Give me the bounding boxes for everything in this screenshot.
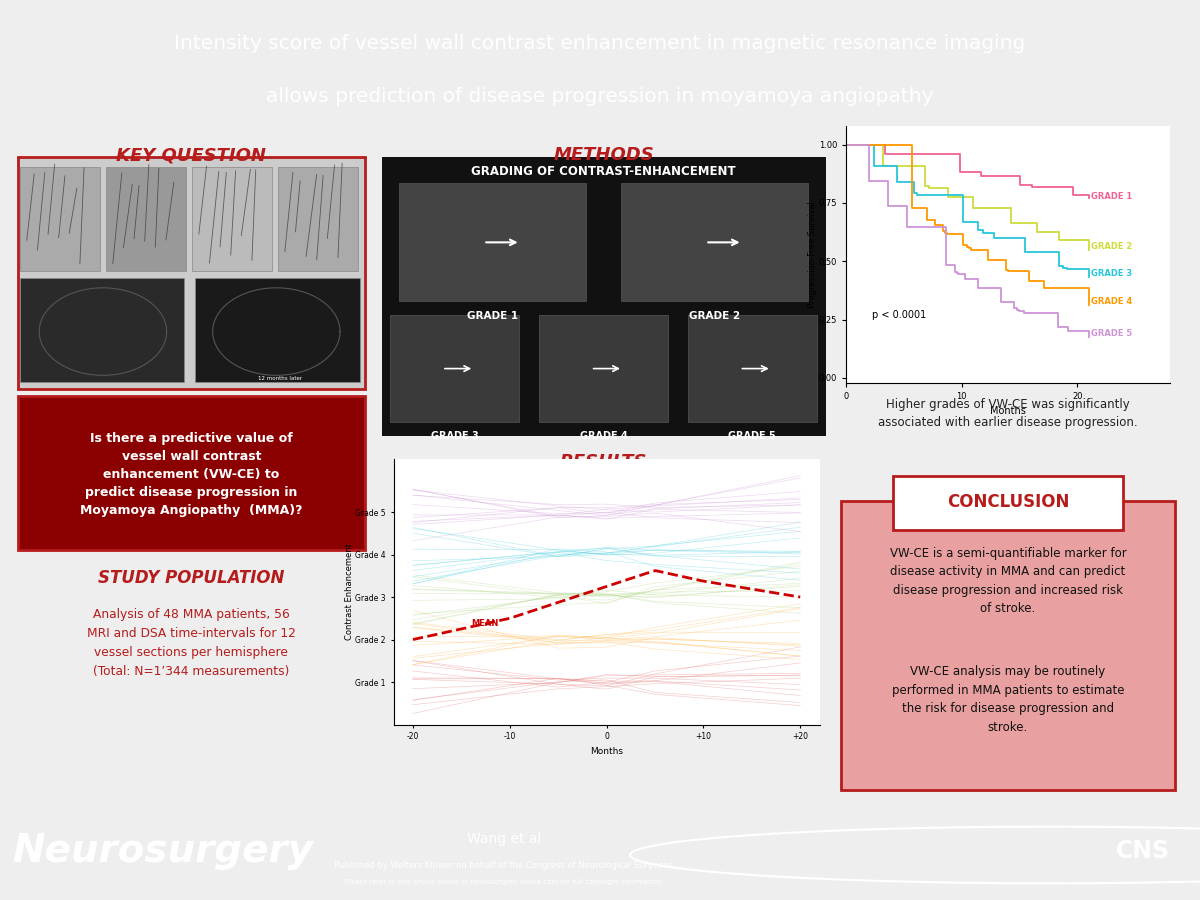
Text: Published by Wolters Kluwer on behalf of the Congress of Neurological Surgeons: Published by Wolters Kluwer on behalf of… xyxy=(335,861,673,870)
Bar xyxy=(106,166,186,271)
Bar xyxy=(19,166,101,271)
Text: p < 0.0001: p < 0.0001 xyxy=(872,310,926,320)
Text: KEY QUESTION: KEY QUESTION xyxy=(116,147,266,165)
Text: The measured intensity of VW-CE shows time-
dependent, dynamic behavior.: The measured intensity of VW-CE shows ti… xyxy=(467,687,740,718)
Text: Analysis of 48 MMA patients, 56
MRI and DSA time-intervals for 12
vessel section: Analysis of 48 MMA patients, 56 MRI and … xyxy=(86,608,296,678)
Text: VW-CE is a semi-quantifiable marker for
disease activity in MMA and can predict
: VW-CE is a semi-quantifiable marker for … xyxy=(889,547,1127,616)
Text: GRADE 2: GRADE 2 xyxy=(689,311,740,321)
Text: GRADE 5: GRADE 5 xyxy=(728,431,776,441)
Text: CNS: CNS xyxy=(1116,839,1170,862)
Bar xyxy=(622,184,808,302)
Text: VW-CE analysis may be routinely
performed in MMA patients to estimate
the risk f: VW-CE analysis may be routinely performe… xyxy=(892,665,1124,734)
FancyBboxPatch shape xyxy=(841,500,1175,790)
Bar xyxy=(192,166,272,271)
Bar xyxy=(539,315,668,422)
Bar xyxy=(277,166,359,271)
Text: STUDY POPULATION: STUDY POPULATION xyxy=(98,569,284,587)
Text: RESULTS: RESULTS xyxy=(560,453,647,471)
Bar xyxy=(400,184,586,302)
Bar xyxy=(390,315,520,422)
Text: GRADE 4: GRADE 4 xyxy=(580,431,628,441)
FancyBboxPatch shape xyxy=(382,157,826,436)
Text: Intensity score of vessel wall contrast enhancement in magnetic resonance imagin: Intensity score of vessel wall contrast … xyxy=(174,34,1026,53)
Text: GRADE 1: GRADE 1 xyxy=(467,311,518,321)
Bar xyxy=(19,278,185,382)
FancyBboxPatch shape xyxy=(18,395,365,551)
Text: GRADING OF CONTRAST-ENHANCEMENT: GRADING OF CONTRAST-ENHANCEMENT xyxy=(472,165,736,177)
Text: GRADE 5: GRADE 5 xyxy=(1091,329,1133,338)
Y-axis label: Contrast Enhancement: Contrast Enhancement xyxy=(344,544,354,640)
Text: Wang et al: Wang et al xyxy=(467,832,541,846)
Text: METHODS: METHODS xyxy=(553,147,654,165)
Text: MEAN: MEAN xyxy=(472,619,498,628)
Y-axis label: Progression-Free Survival: Progression-Free Survival xyxy=(808,201,817,308)
FancyBboxPatch shape xyxy=(893,476,1123,530)
Text: GRADE 3: GRADE 3 xyxy=(431,431,479,441)
Text: Please refer to this article online at neurosurgery-online.com for full copyrigh: Please refer to this article online at n… xyxy=(344,879,664,885)
FancyBboxPatch shape xyxy=(18,157,365,389)
Text: GRADE 1: GRADE 1 xyxy=(1091,192,1133,201)
Text: GRADE 2: GRADE 2 xyxy=(1091,242,1133,251)
Bar xyxy=(688,315,817,422)
X-axis label: Months: Months xyxy=(990,406,1026,416)
Text: GRADE 4: GRADE 4 xyxy=(1091,297,1133,306)
Text: Is there a predictive value of
vessel wall contrast
enhancement (VW-CE) to
predi: Is there a predictive value of vessel wa… xyxy=(80,432,302,517)
Bar xyxy=(194,278,360,382)
Text: GRADE 3: GRADE 3 xyxy=(1091,268,1133,277)
Text: 12 months later: 12 months later xyxy=(258,376,302,382)
Text: Neurosurgery: Neurosurgery xyxy=(12,832,313,869)
Text: allows prediction of disease progression in moyamoya angiopathy: allows prediction of disease progression… xyxy=(266,87,934,106)
X-axis label: Months: Months xyxy=(590,747,623,756)
Text: Higher grades of VW-CE was significantly
associated with earlier disease progres: Higher grades of VW-CE was significantly… xyxy=(878,398,1138,428)
Text: CONCLUSION: CONCLUSION xyxy=(947,493,1069,511)
